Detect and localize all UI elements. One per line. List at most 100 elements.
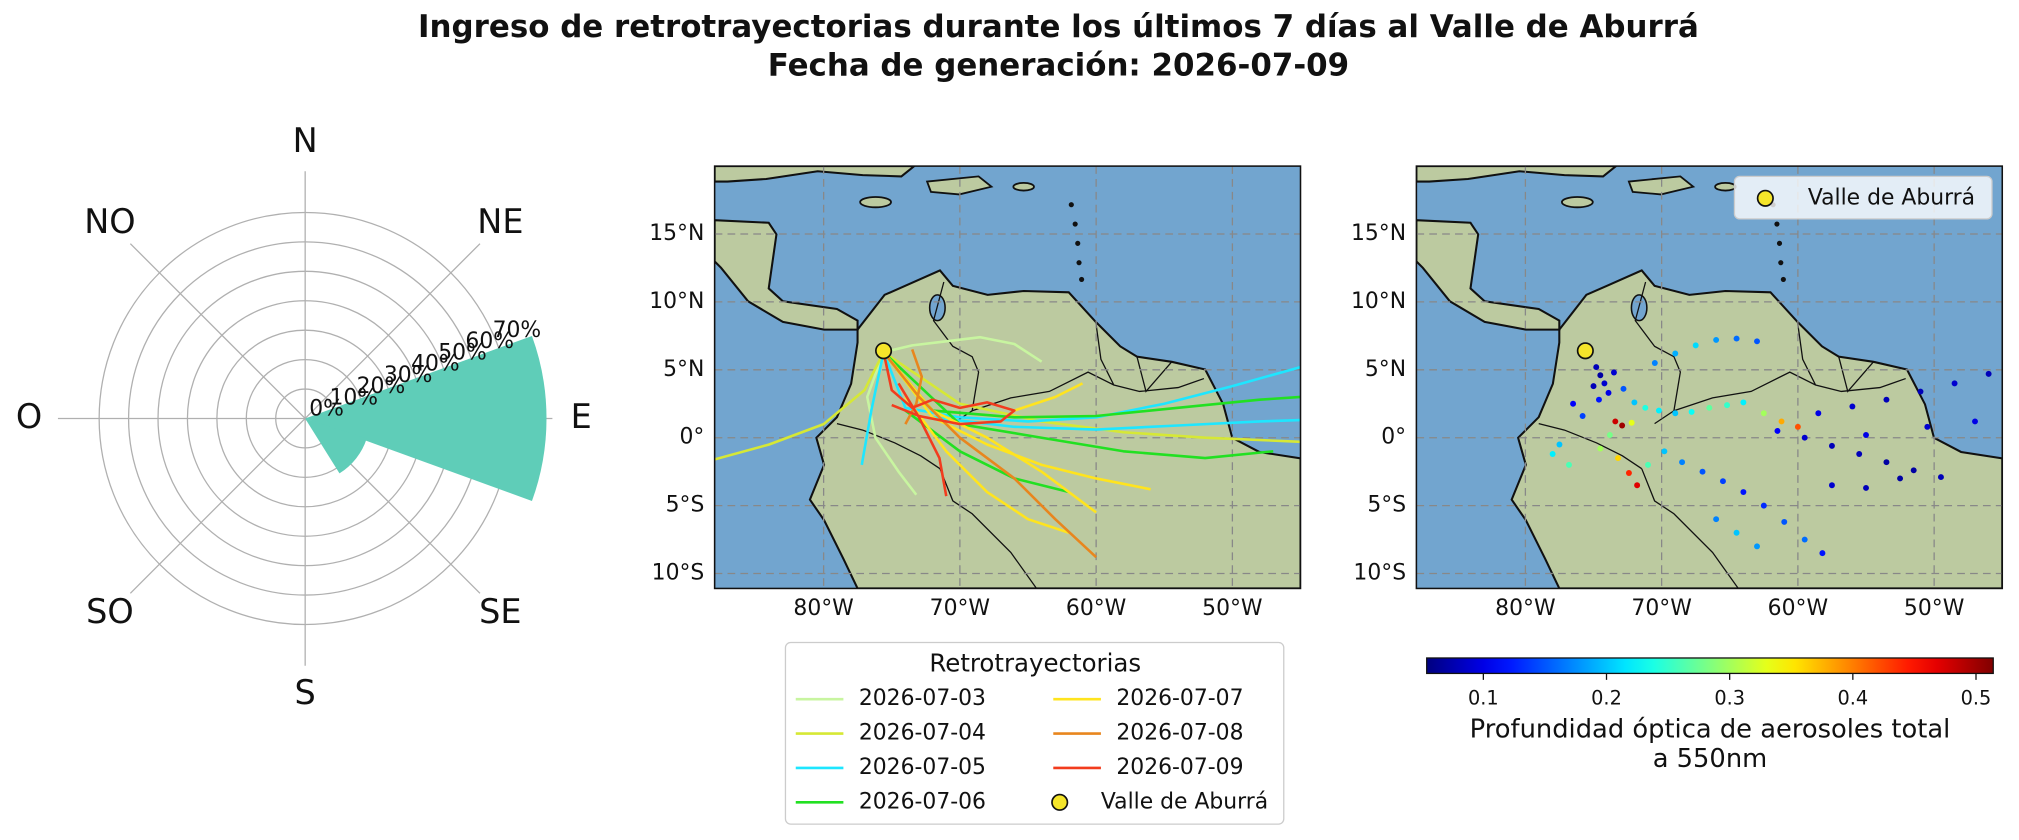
theta-label: SE <box>479 592 521 631</box>
y-tick-label: 5°S <box>666 493 705 518</box>
map-area <box>1416 166 2003 589</box>
r-tick-label: 0% <box>309 397 344 422</box>
aod-point <box>1593 364 1600 371</box>
figure-subtitle: Fecha de generación: 2026-07-09 <box>768 47 1349 83</box>
spoke <box>129 243 306 419</box>
legend-label: 2026-07-03 <box>859 686 986 711</box>
theta-label: E <box>571 397 592 436</box>
r-tick-label: 20% <box>357 374 406 399</box>
y-tick-label: 5°N <box>1365 357 1406 382</box>
map-frame <box>713 165 1302 590</box>
aod-point <box>1606 432 1613 438</box>
figure-title: Ingreso de retrotrayectorias durante los… <box>418 9 1699 45</box>
spoke <box>129 418 306 594</box>
aod-point <box>1917 388 1924 395</box>
aod-point <box>1897 475 1904 482</box>
site-marker <box>875 342 893 360</box>
legend-box <box>784 641 1285 825</box>
legend-marker <box>1051 793 1069 811</box>
r-tick-label: 70% <box>493 318 542 343</box>
aod-point <box>1937 474 1944 481</box>
aod-point <box>1819 550 1826 557</box>
colorbar-label: Profundidad óptica de aerosoles total <box>1470 715 1951 745</box>
aod-point <box>1985 370 1992 377</box>
r-tick-label: 30% <box>384 363 433 388</box>
aod-point <box>1719 478 1726 485</box>
aod-point <box>1597 445 1604 452</box>
trajectory <box>714 351 1301 461</box>
x-tick-label: 60°W <box>1768 596 1828 621</box>
aod-point <box>1672 410 1679 417</box>
legend-marker <box>1756 189 1774 207</box>
x-tick-label: 70°W <box>930 596 990 621</box>
aod-point <box>1549 451 1556 457</box>
aod-point <box>1760 410 1767 417</box>
aod-point <box>1688 408 1695 415</box>
aod-point <box>1951 380 1958 387</box>
aod-point <box>1620 385 1627 392</box>
colorbar-tick-label: 0.3 <box>1714 687 1745 710</box>
trajectory <box>882 351 1151 534</box>
aod-point <box>1601 380 1608 387</box>
aod-point <box>1596 396 1602 403</box>
x-tick-label: 50°W <box>1904 596 1964 621</box>
r-tick-label: 60% <box>465 329 514 354</box>
map-panel: 80°W 70°W 60°W 50°W 10°S 5°S 0° 5°N 10°N 15°N Vall… <box>1351 165 2004 621</box>
x-tick-label: 80°W <box>1495 596 1555 621</box>
y-tick-label: 10°N <box>1351 289 1406 314</box>
aod-point <box>1733 335 1740 342</box>
legend-box <box>1733 175 1993 220</box>
aod-point <box>1612 418 1619 425</box>
theta-label: SO <box>86 592 134 631</box>
site-marker <box>1576 342 1594 360</box>
y-tick-label: 0° <box>1381 425 1406 450</box>
aod-point <box>1778 418 1785 425</box>
rose-bar <box>305 418 367 474</box>
aod-point <box>1754 543 1760 550</box>
x-tick-label: 80°W <box>793 596 853 621</box>
y-tick-label: 15°N <box>1351 221 1406 246</box>
y-tick-label: 10°N <box>649 289 704 314</box>
colorbar-label: a 550nm <box>1653 744 1768 774</box>
aod-point <box>1815 410 1822 417</box>
aod-point <box>1910 467 1917 474</box>
aod-point <box>1615 455 1622 462</box>
aod-point <box>1740 399 1747 406</box>
legend-label: 2026-07-08 <box>1116 721 1243 746</box>
aod-point <box>1651 360 1658 366</box>
x-tick-label: 70°W <box>1631 596 1691 621</box>
y-tick-label: 0° <box>679 425 704 450</box>
theta-label: NO <box>84 202 135 241</box>
aod-point <box>1645 461 1651 468</box>
y-tick-label: 10°S <box>652 561 705 586</box>
r-tick-label: 40% <box>411 352 460 377</box>
aod-point <box>1566 461 1572 468</box>
aod-point <box>1774 427 1781 434</box>
aod-point <box>1661 448 1668 455</box>
colorbar-tick-label: 0.2 <box>1591 687 1622 710</box>
aod-point <box>1781 518 1788 525</box>
aod-point <box>1801 536 1808 543</box>
legend-label: Valle de Aburrá <box>1101 789 1268 814</box>
aod-point <box>1672 350 1679 357</box>
aod-point <box>1883 396 1890 403</box>
aod-point <box>1692 342 1699 349</box>
aod-point <box>1828 482 1835 489</box>
colorbar-tick-label: 0.4 <box>1837 687 1868 710</box>
aod-point <box>1655 407 1662 414</box>
aod-point <box>1625 470 1632 476</box>
x-tick-label: 60°W <box>1066 596 1126 621</box>
aod-point <box>1863 432 1869 438</box>
r-tick-label: 10% <box>329 385 378 410</box>
theta-label: O <box>16 397 42 436</box>
aod-point <box>1794 423 1801 430</box>
spoke <box>304 243 481 419</box>
aod-point <box>1883 459 1890 466</box>
y-tick-label: 10°S <box>1353 561 1406 586</box>
colorbar <box>1426 657 1994 675</box>
legend-label: 2026-07-05 <box>859 755 986 780</box>
aod-point <box>1972 418 1978 425</box>
polar-chart: N NE E SE S SO O NO 0%10%20%30%40%50%60%70% <box>16 121 592 712</box>
colorbar-tick-label: 0.5 <box>1961 687 1992 710</box>
